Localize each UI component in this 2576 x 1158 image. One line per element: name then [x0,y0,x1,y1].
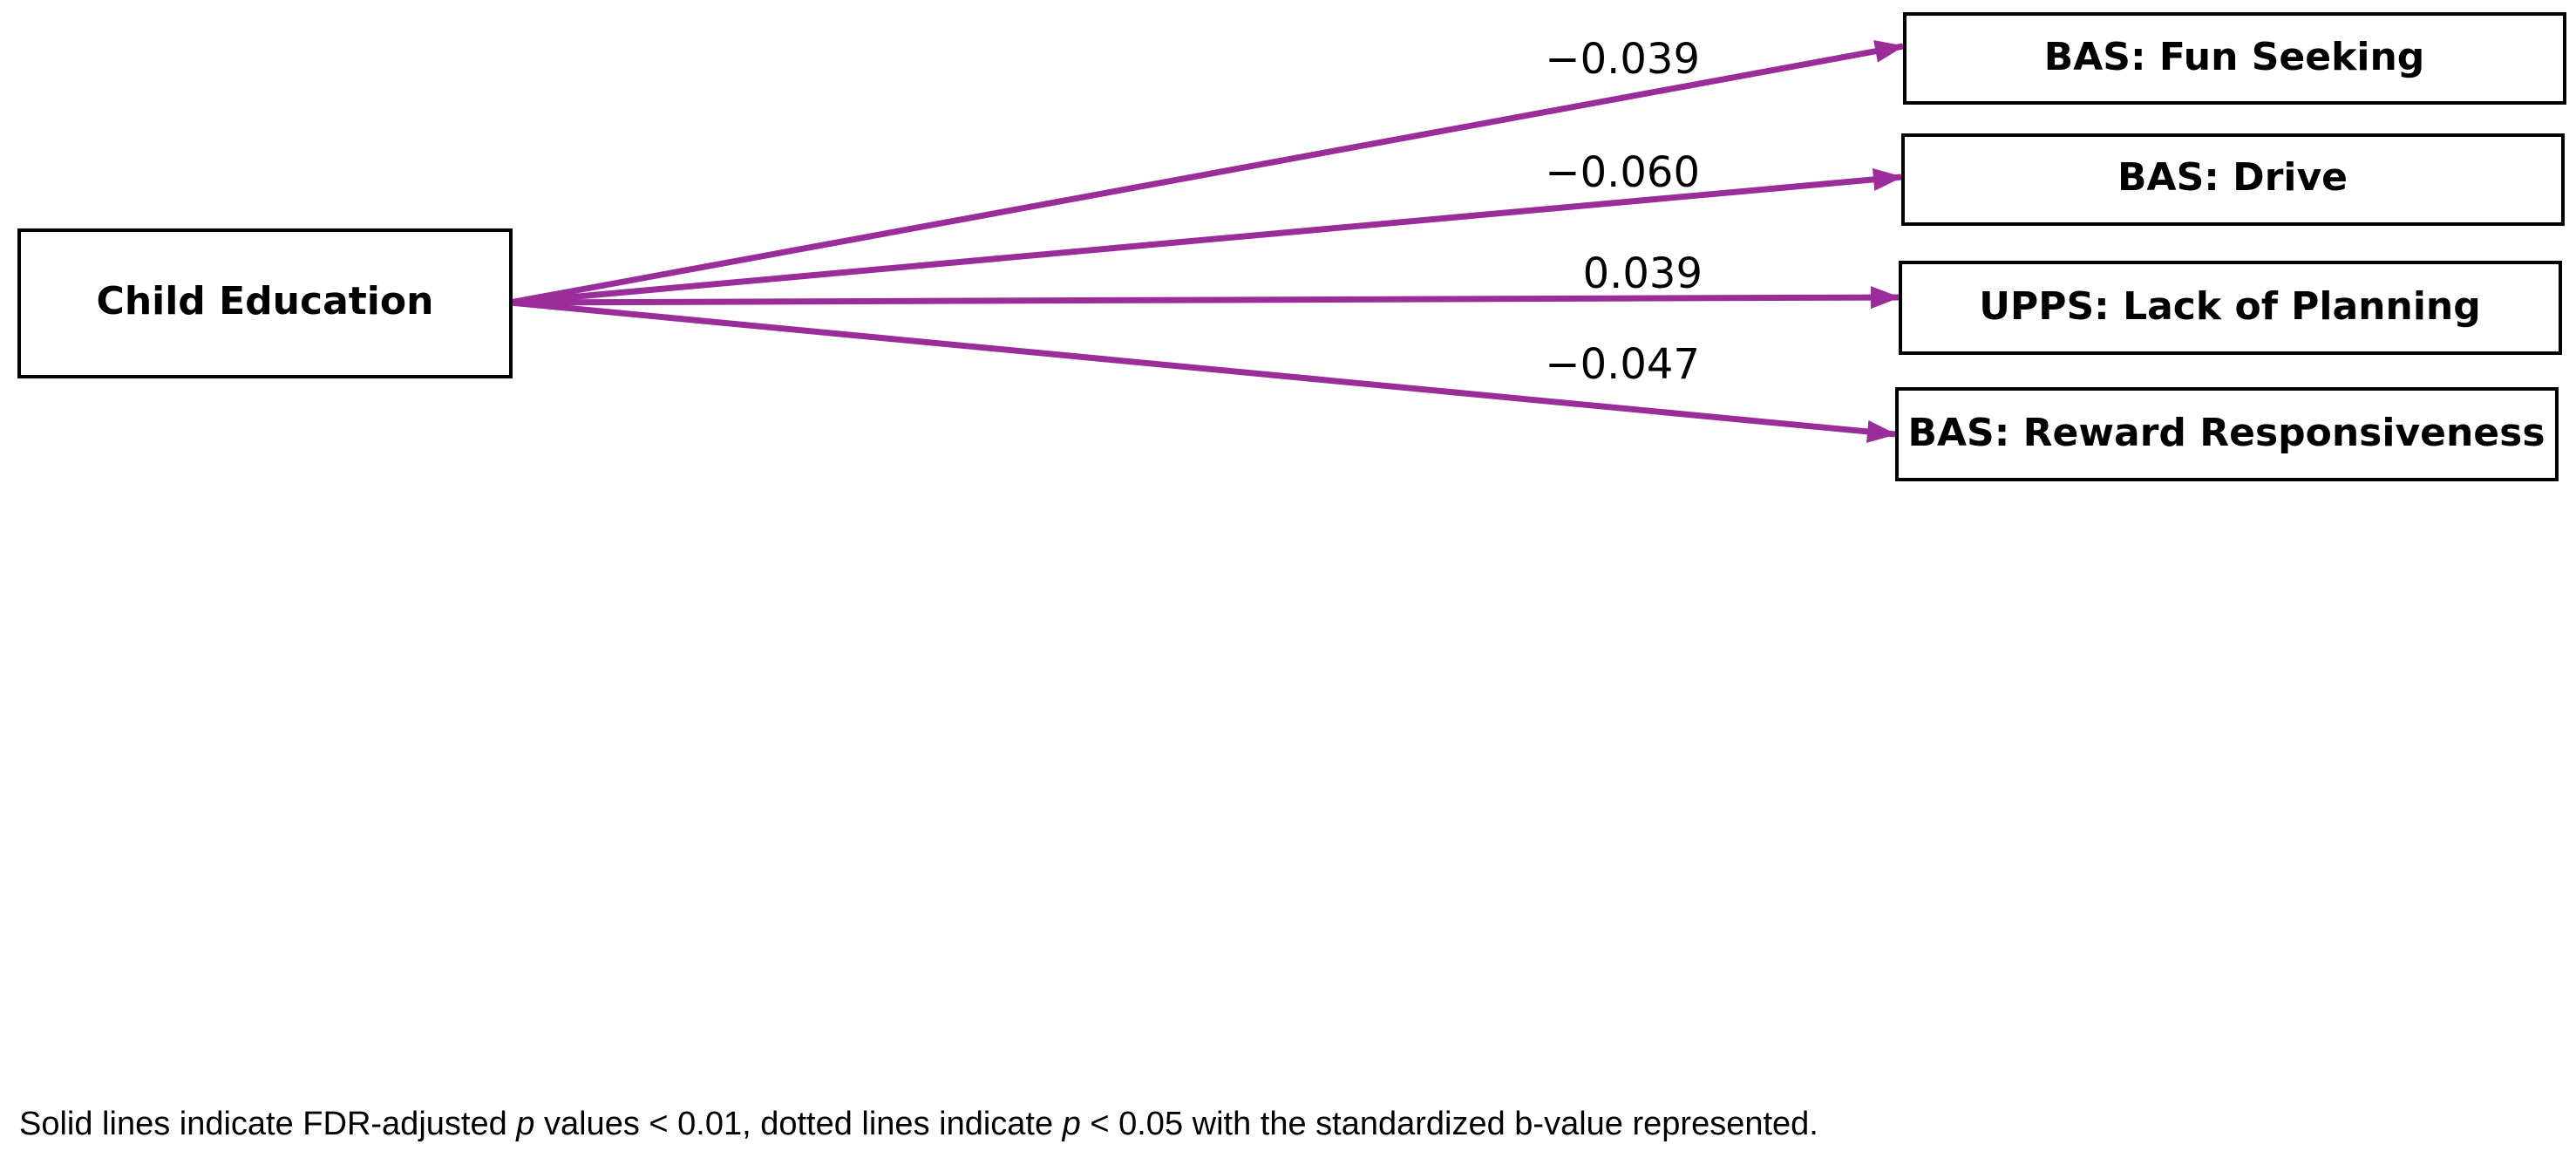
target-node-box [1903,12,2566,105]
coefficient-label-fun-seeking: −0.039 [1545,35,1700,84]
coefficient-label-reward-responsiveness: −0.047 [1545,340,1700,389]
target-node-drive: BAS: Drive [1901,133,2565,226]
footnote-text: Solid lines indicate FDR-adjusted [19,1106,517,1142]
coefficient-label-drive: −0.060 [1545,148,1700,197]
path-lines [509,40,1905,443]
target-node-box [1895,387,2559,481]
footnote: Solid lines indicate FDR-adjusted p valu… [19,1106,1818,1143]
target-node-reward-responsiveness: BAS: Reward Responsiveness [1895,387,2559,481]
target-node-lack-of-planning: UPPS: Lack of Planning [1899,261,2562,355]
footnote-text: < 0.05 with the standardized b-value rep… [1080,1106,1818,1142]
footnote-p-symbol: p [1062,1106,1081,1142]
target-node-label: UPPS: Lack of Planning [1979,284,2480,329]
source-node: Child Education [17,228,513,378]
source-node-label: Child Education [97,279,434,324]
target-node-label: BAS: Fun Seeking [2044,35,2425,79]
coefficient-label-lack-of-planning: 0.039 [1583,249,1703,298]
path-line-fun-seeking [509,40,1905,306]
target-node-label: BAS: Reward Responsiveness [1907,411,2545,455]
source-node-box [17,228,513,378]
path-line-drive [509,167,1903,306]
target-node-box [1901,133,2565,226]
footnote-p-symbol: p [516,1106,535,1142]
footnote-text: values < 0.01, dotted lines indicate [534,1106,1063,1142]
target-node-box [1899,261,2562,355]
path-line-lack-of-planning [509,286,1900,310]
target-node-label: BAS: Drive [2117,155,2348,200]
target-node-fun-seeking: BAS: Fun Seeking [1903,12,2566,105]
coefficient-labels: −0.039 −0.060 0.039 −0.047 [1545,35,1703,389]
path-line-reward-responsiveness [509,299,1897,443]
